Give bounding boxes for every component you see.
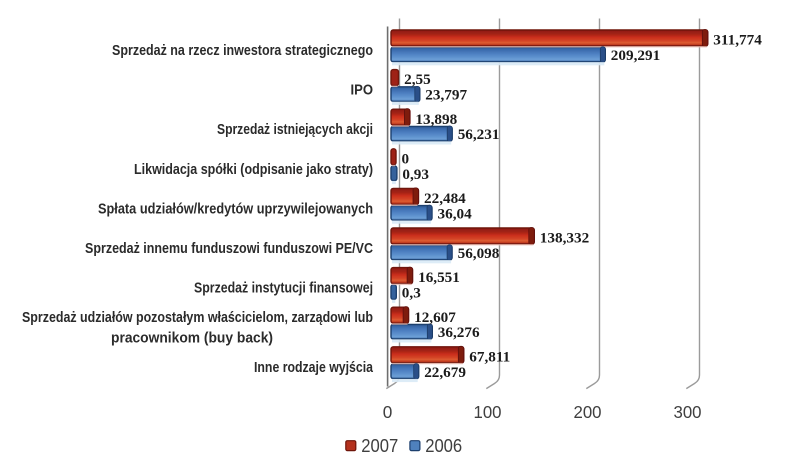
svg-text:Sprzedaż instytucji finansowej: Sprzedaż instytucji finansowej [194,281,373,297]
svg-text:36,04: 36,04 [438,205,473,222]
svg-text:2007: 2007 [361,436,398,456]
svg-text:Sprzedaż udziałów pozostałym w: Sprzedaż udziałów pozostałym właścicielo… [22,310,373,326]
svg-text:0,3: 0,3 [402,285,421,302]
svg-text:311,774: 311,774 [713,32,762,49]
svg-text:100: 100 [474,402,502,422]
svg-text:Sprzedaż istniejących akcji: Sprzedaż istniejących akcji [217,122,373,138]
svg-text:23,797: 23,797 [425,87,467,104]
svg-text:22,679: 22,679 [424,364,466,381]
svg-text:Sprzedaż innemu funduszowi fun: Sprzedaż innemu funduszowi funduszowi PE… [85,241,373,257]
svg-text:pracownikom (buy back): pracownikom (buy back) [111,331,273,347]
svg-text:Sprzedaż na rzecz inwestora st: Sprzedaż na rzecz inwestora strategiczne… [112,43,373,59]
svg-text:12,607: 12,607 [414,309,456,326]
svg-text:67,811: 67,811 [469,348,510,365]
svg-text:13,898: 13,898 [415,111,457,128]
svg-text:209,291: 209,291 [611,47,660,64]
svg-text:0: 0 [383,402,393,422]
svg-text:56,098: 56,098 [458,245,500,262]
svg-text:Likwidacja spółki (odpisanie j: Likwidacja spółki (odpisanie jako straty… [134,162,373,178]
svg-text:0,93: 0,93 [402,166,429,183]
svg-text:56,231: 56,231 [458,126,500,143]
svg-text:2006: 2006 [425,436,462,456]
svg-text:36,276: 36,276 [438,324,480,341]
svg-text:Spłata udziałów/kredytów uprzy: Spłata udziałów/kredytów uprzywilejowany… [98,201,373,217]
svg-text:300: 300 [674,402,702,422]
svg-text:Inne rodzaje wyjścia: Inne rodzaje wyjścia [254,360,374,376]
svg-text:IPO: IPO [351,83,374,99]
svg-text:138,332: 138,332 [540,230,589,247]
svg-text:0: 0 [402,150,410,167]
svg-text:16,551: 16,551 [418,269,460,286]
svg-text:2,55: 2,55 [404,71,431,88]
svg-text:22,484: 22,484 [424,190,466,207]
svg-text:200: 200 [574,402,602,422]
